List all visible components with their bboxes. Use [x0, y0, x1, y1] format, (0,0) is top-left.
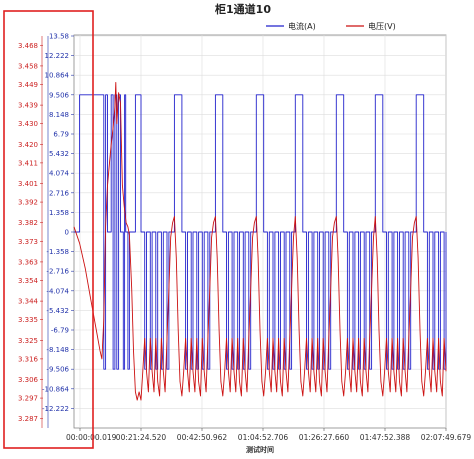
voltage-tick-label: 3.344: [18, 298, 39, 306]
time-tick-label: 02:07:49.679: [421, 433, 472, 442]
current-tick-label: 8.148: [49, 111, 69, 119]
voltage-tick-label: 3.439: [18, 102, 38, 110]
voltage-tick-label: 3.468: [18, 42, 38, 50]
current-tick-label: -12.222: [42, 405, 69, 413]
voltage-tick-label: 3.316: [18, 355, 39, 363]
grid-lines: [74, 35, 447, 428]
current-tick-label: -1.358: [46, 248, 69, 256]
voltage-series-line: [73, 81, 447, 401]
current-tick-label: 0: [65, 229, 69, 237]
current-tick-label: 10.864: [45, 72, 70, 80]
time-tick-label: 00:00:00.019: [66, 433, 117, 442]
current-tick-label: 4.074: [49, 170, 70, 178]
current-tick-label: 9.506: [49, 91, 70, 99]
voltage-tick-label: 3.306: [18, 376, 39, 384]
current-tick-label: -10.864: [42, 385, 70, 393]
voltage-tick-label: 3.411: [18, 159, 38, 167]
voltage-tick-label: 3.430: [18, 120, 38, 128]
current-tick-label: -8.148: [46, 346, 69, 354]
voltage-tick-label: 3.420: [18, 141, 38, 149]
x-axis-label: 测试时间: [246, 445, 274, 454]
current-tick-label: -4.074: [46, 287, 69, 295]
time-tick-label: 01:26:27.660: [299, 433, 350, 442]
time-tick-label: 01:47:52.388: [360, 433, 411, 442]
time-tick-label: 00:21:24.520: [116, 433, 167, 442]
voltage-tick-label: 3.401: [18, 180, 38, 188]
legend-label: 电流(A): [288, 21, 316, 31]
current-tick-label: -6.79: [51, 327, 69, 335]
voltage-tick-label: 3.363: [18, 258, 38, 266]
current-tick-label: -2.716: [46, 268, 69, 276]
current-tick-label: 12.222: [45, 52, 70, 60]
voltage-tick-label: 3.458: [18, 62, 38, 70]
current-tick-label: -5.432: [46, 307, 69, 315]
current-tick-label: -9.506: [46, 366, 69, 374]
highlight-box: [3, 10, 94, 449]
current-tick-label: 1.358: [49, 209, 69, 217]
chart-title: 柜1通道10: [214, 2, 271, 16]
time-axis: 00:00:00.019 00:21:24.520 00:42:50.962 01:0…: [66, 428, 471, 442]
voltage-tick-label: 3.382: [18, 219, 38, 227]
time-tick-label: 01:04:52.706: [238, 433, 289, 442]
voltage-tick-label: 3.354: [18, 277, 39, 285]
voltage-tick-label: 3.449: [18, 81, 38, 89]
current-tick-label: 2.716: [49, 189, 70, 197]
voltage-tick-label: 3.392: [18, 199, 38, 207]
voltage-axis: 3.468 3.458 3.449 3.439 3.430 3.420 3.411 3.401…: [18, 36, 43, 428]
legend: 电流(A) 电压(V): [266, 21, 396, 31]
current-tick-label: 5.432: [49, 150, 69, 158]
series-group: [73, 81, 447, 401]
voltage-tick-label: 3.325: [18, 337, 38, 345]
voltage-tick-label: 3.335: [18, 316, 38, 324]
voltage-tick-label: 3.373: [18, 238, 38, 246]
current-tick-label: 13.58: [49, 33, 69, 41]
time-tick-label: 00:42:50.962: [177, 433, 228, 442]
voltage-tick-label: 3.297: [18, 395, 38, 403]
current-tick-label: 6.79: [53, 131, 69, 139]
plot-area: [73, 34, 447, 429]
current-axis: 13.58 12.222 10.864 9.506 8.148 6.79 5.432 4.07…: [42, 33, 74, 428]
legend-label: 电压(V): [368, 21, 396, 31]
voltage-tick-label: 3.287: [18, 415, 38, 423]
